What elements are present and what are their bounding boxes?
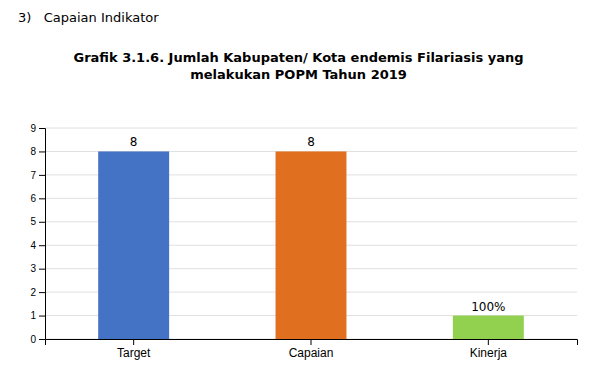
x-tick: Target [117, 339, 151, 360]
grid-line [45, 128, 577, 129]
y-tick: 5 [30, 216, 45, 227]
x-tick-label: Kinerja [470, 346, 508, 360]
y-tick-label: 0 [30, 334, 36, 345]
y-tick-mark [39, 292, 45, 293]
y-tick-mark [39, 316, 45, 317]
x-tick-label: Capaian [289, 346, 334, 360]
y-tick: 8 [30, 146, 45, 157]
y-tick-label: 1 [30, 310, 36, 321]
x-tick-mark [133, 339, 134, 345]
y-tick-mark [39, 269, 45, 270]
grid [45, 128, 577, 339]
plot: 0 1 2 3 4 5 6 7 8 9 Target Capaian Kinerja 8 8 100% [30, 123, 577, 360]
title: Grafik 3.1.6. Jumlah Kabupaten/ Kota end… [73, 50, 523, 82]
y-tick-label: 9 [30, 123, 36, 134]
y-tick: 0 [30, 334, 45, 345]
y-tick: 9 [30, 123, 45, 134]
y-tick-label: 4 [30, 240, 36, 251]
chart: 3) Capaian Indikator Grafik 3.1.6. Jumlah… [0, 0, 597, 379]
y-axis: 0 1 2 3 4 5 6 7 8 9 [30, 123, 45, 345]
x-axis: Target Capaian Kinerja [46, 339, 578, 360]
y-tick-mark [39, 339, 45, 340]
y-tick-mark [39, 175, 45, 176]
bars [98, 151, 524, 339]
y-tick: 2 [30, 287, 45, 298]
y-axis-line [39, 129, 46, 340]
y-tick-mark [39, 128, 45, 129]
y-tick-label: 8 [30, 146, 36, 157]
bar [276, 151, 347, 339]
x-tick-mark [488, 339, 489, 345]
y-tick-mark [39, 151, 45, 152]
y-tick-label: 3 [30, 263, 36, 274]
x-tick: Capaian [289, 339, 334, 360]
data-label: 100% [471, 300, 505, 314]
y-tick-label: 2 [30, 287, 36, 298]
x-tick-mark [311, 339, 312, 345]
data-labels: 8 8 100% [130, 135, 506, 313]
bar [98, 151, 169, 339]
bar [453, 316, 524, 339]
y-tick: 7 [30, 170, 45, 181]
data-label: 8 [307, 135, 315, 149]
y-tick-mark [39, 245, 45, 246]
y-tick: 3 [30, 263, 45, 274]
header: 3) Capaian Indikator [18, 10, 159, 25]
data-label: 8 [130, 135, 138, 149]
x-tick: Kinerja [470, 339, 508, 360]
y-tick: 6 [30, 193, 45, 204]
y-tick-mark [39, 198, 45, 199]
x-axis-line [46, 340, 578, 346]
x-tick-label: Target [117, 346, 151, 360]
y-tick-label: 6 [30, 193, 36, 204]
y-tick-label: 5 [30, 216, 36, 227]
y-tick: 4 [30, 240, 45, 251]
y-tick: 1 [30, 310, 45, 321]
y-tick-label: 7 [30, 170, 36, 181]
y-tick-mark [39, 222, 45, 223]
